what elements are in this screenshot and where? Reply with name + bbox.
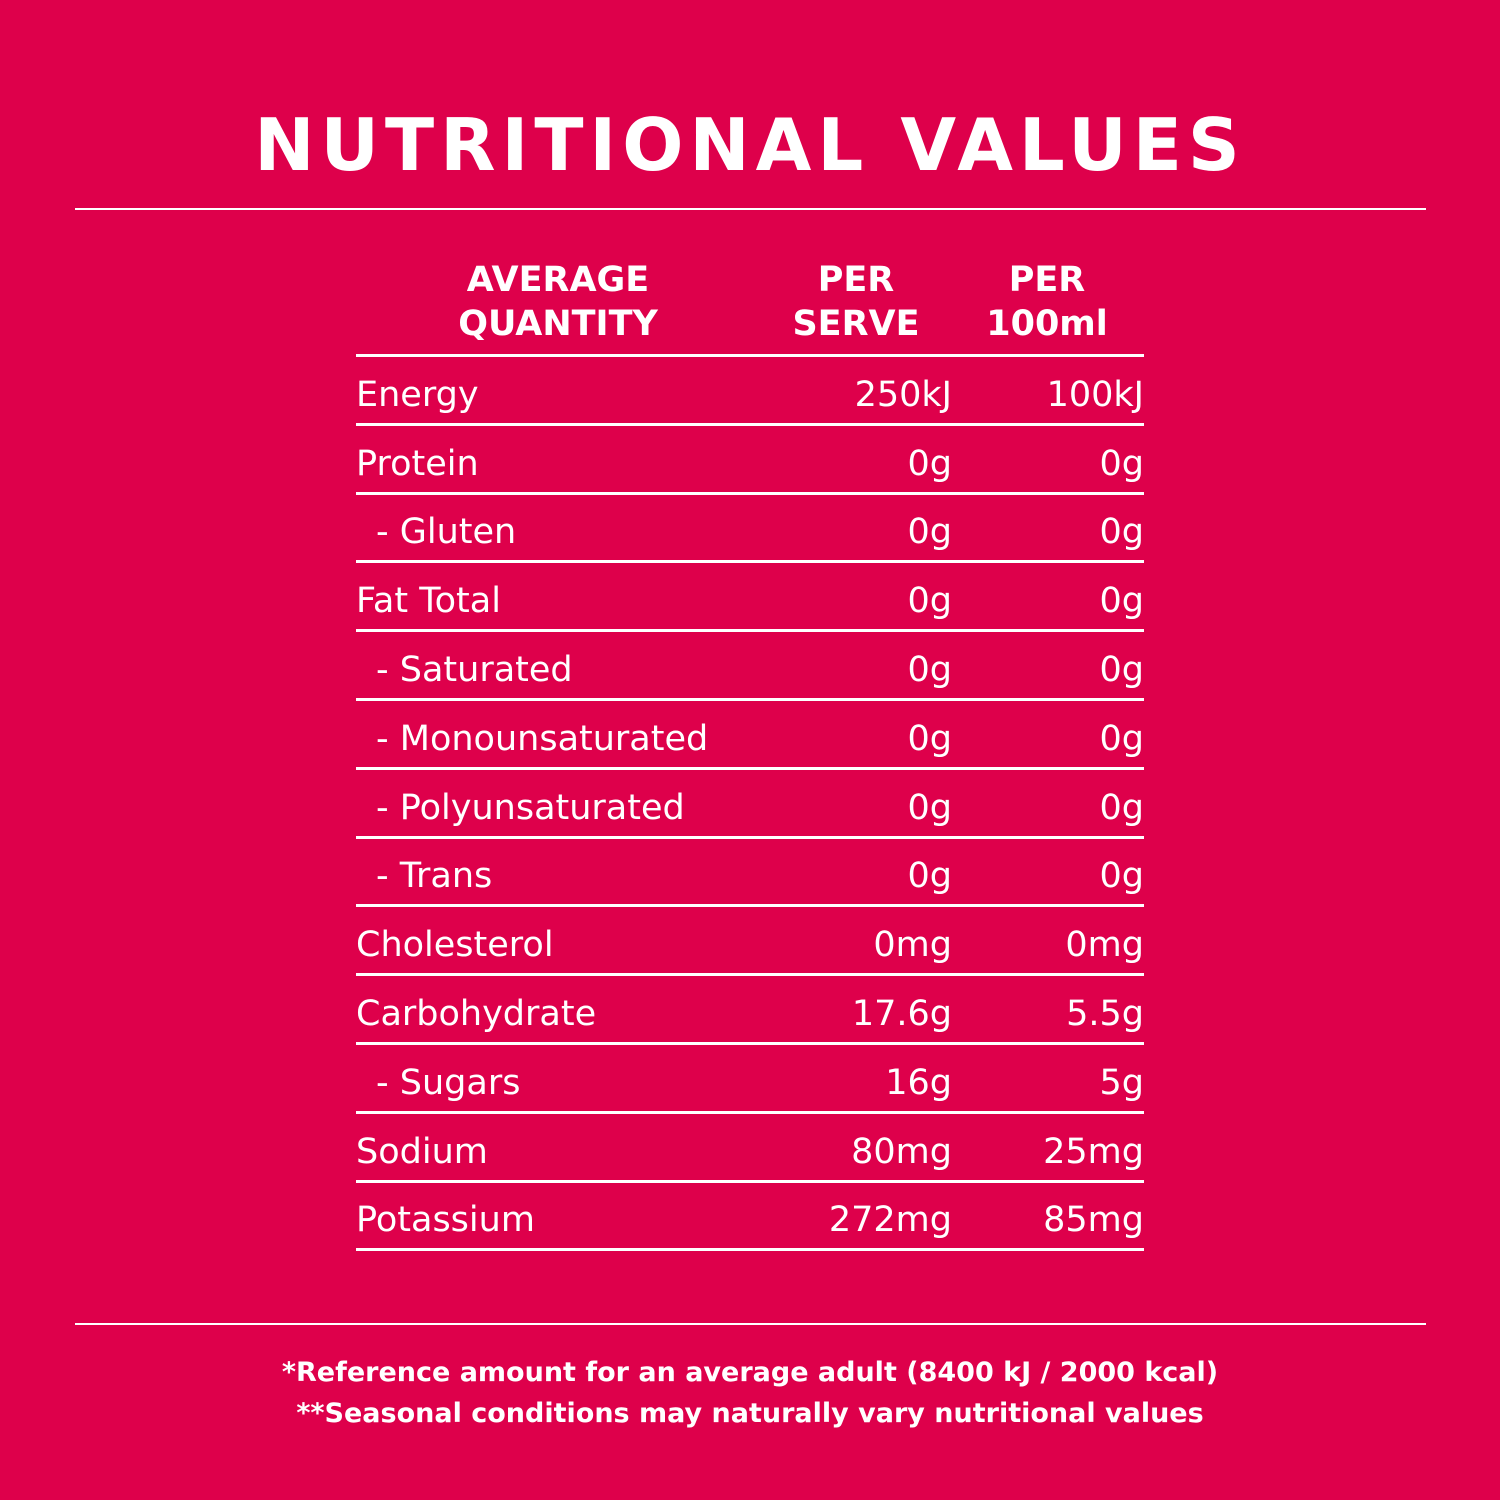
per-serve-value: 272mg: [828, 1200, 952, 1241]
per-serve-value: 0g: [907, 512, 953, 553]
page-title: NUTRITIONAL VALUES: [254, 103, 1246, 187]
table-row: - Polyunsaturated 0g 0g: [356, 770, 1144, 839]
nutrient-name: - Sugars: [376, 1062, 521, 1103]
per-serve-value: 0g: [907, 856, 953, 897]
table-row: Cholesterol 0mg 0mg: [356, 907, 1144, 977]
per-100ml-value: 0g: [1099, 718, 1145, 759]
table-row: - Trans 0g 0g: [356, 839, 1144, 908]
per-100ml-value: 85mg: [1043, 1200, 1144, 1241]
nutrient-name: - Gluten: [376, 512, 517, 553]
nutrient-name: Cholesterol: [356, 925, 554, 966]
per-100ml-value: 0g: [1099, 787, 1145, 828]
table-header: AVERAGE QUANTITY PER SERVE PER 100ml: [356, 256, 1144, 357]
table-row: Energy 250kJ 100kJ: [356, 357, 1144, 426]
header-per-100ml: PER 100ml: [986, 260, 1108, 344]
table-row: - Sugars 16g 5g: [356, 1045, 1144, 1114]
table-row: - Monounsaturated 0g 0g: [356, 701, 1144, 770]
per-100ml-value: 0mg: [1065, 925, 1144, 966]
table-row: Potassium 272mg 85mg: [356, 1183, 1144, 1252]
per-serve-value: 0g: [907, 443, 953, 484]
table-row: Fat Total 0g 0g: [356, 563, 1145, 633]
nutrient-name: Carbohydrate: [356, 993, 597, 1034]
nutrient-name: - Saturated: [376, 649, 573, 690]
footnote-reference: *Reference amount for an average adult (…: [281, 1357, 1219, 1388]
per-serve-value: 80mg: [851, 1131, 952, 1172]
nutrient-name: - Trans: [376, 856, 493, 897]
footnotes: *Reference amount for an average adult (…: [0, 1352, 1500, 1434]
per-100ml-value: 0g: [1099, 443, 1145, 484]
per-100ml-value: 0g: [1099, 512, 1145, 553]
per-serve-value: 0g: [907, 787, 953, 828]
per-100ml-value: 0g: [1099, 581, 1145, 622]
nutrient-name: Energy: [356, 374, 479, 415]
header-per-serve: PER SERVE: [792, 260, 920, 344]
per-100ml-value: 100kJ: [1046, 374, 1144, 415]
bottom-divider: [75, 1323, 1426, 1325]
per-serve-value: 0g: [907, 718, 953, 759]
per-100ml-value: 5g: [1099, 1062, 1145, 1103]
table-row: - Saturated 0g 0g: [356, 632, 1144, 701]
top-divider: [75, 208, 1426, 210]
per-serve-value: 17.6g: [851, 993, 952, 1034]
nutrient-name: - Polyunsaturated: [376, 787, 685, 828]
nutrient-name: - Monounsaturated: [376, 718, 709, 759]
table-body: Energy 250kJ 100kJ Protein 0g 0g - Gluten 0g 0g F…: [356, 357, 1145, 1252]
per-100ml-value: 5.5g: [1066, 993, 1144, 1034]
nutrient-name: Potassium: [356, 1200, 535, 1241]
nutrition-table: AVERAGE QUANTITY PER SERVE PER 100ml Ene…: [356, 256, 1145, 1252]
per-serve-value: 16g: [885, 1062, 952, 1103]
per-100ml-value: 0g: [1099, 649, 1145, 690]
per-serve-value: 250kJ: [854, 374, 952, 415]
header-average-quantity: AVERAGE QUANTITY: [458, 260, 658, 344]
nutrient-name: Sodium: [356, 1131, 488, 1172]
table-row: - Gluten 0g 0g: [356, 495, 1144, 564]
per-100ml-value: 0g: [1099, 856, 1145, 897]
per-serve-value: 0g: [907, 649, 953, 690]
nutrient-name: Fat Total: [356, 581, 501, 622]
table-row: Carbohydrate 17.6g 5.5g: [356, 976, 1144, 1045]
table-row: Sodium 80mg 25mg: [356, 1114, 1144, 1183]
per-100ml-value: 25mg: [1043, 1131, 1144, 1172]
footnote-seasonal: **Seasonal conditions may naturally vary…: [296, 1398, 1204, 1429]
nutrient-name: Protein: [356, 443, 479, 484]
per-serve-value: 0g: [907, 581, 953, 622]
table-row: Protein 0g 0g: [356, 426, 1144, 495]
per-serve-value: 0mg: [873, 925, 952, 966]
